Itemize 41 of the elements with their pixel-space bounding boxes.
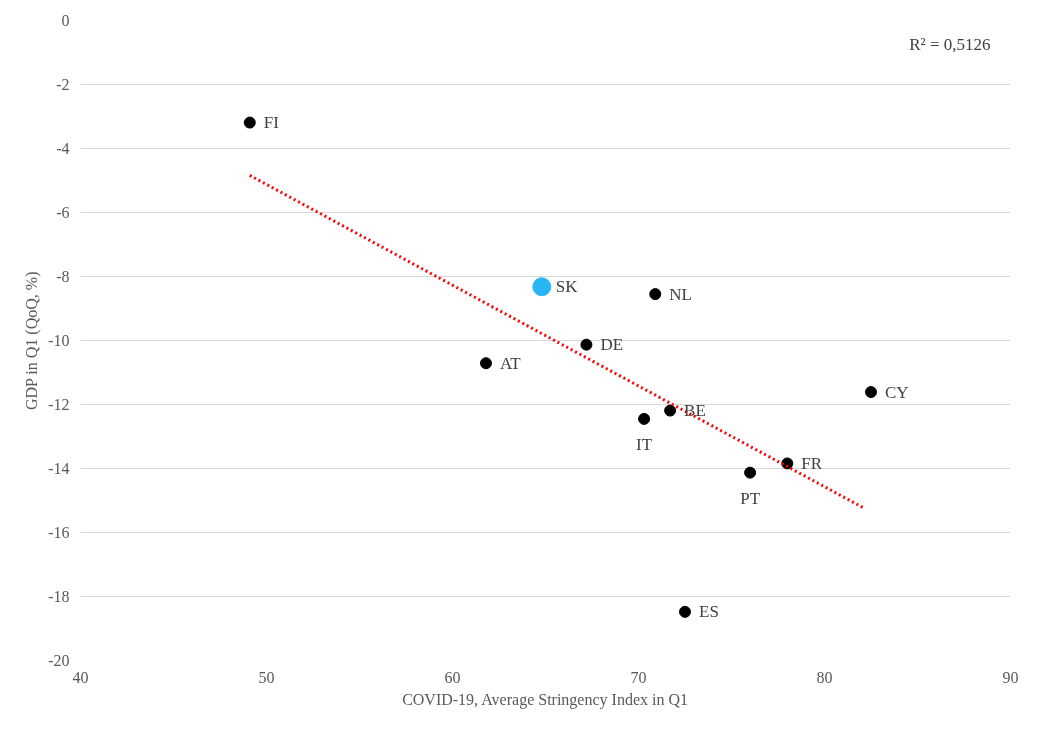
x-tick-label: 80 <box>816 668 833 686</box>
x-axis-title: COVID-19, Average Stringency Index in Q1 <box>402 690 688 709</box>
point <box>649 288 662 301</box>
y-tick-label: -14 <box>48 460 70 477</box>
annotation: IT <box>636 434 653 454</box>
point <box>865 386 877 399</box>
annotation: NL <box>669 284 692 304</box>
x-tick-label: 40 <box>72 668 89 686</box>
point <box>638 412 651 425</box>
x-tick-label: 50 <box>258 668 275 686</box>
point <box>744 466 757 479</box>
point <box>479 357 492 370</box>
y-tick-label: -6 <box>56 204 70 221</box>
point <box>580 338 593 351</box>
annotation: BE <box>684 401 706 421</box>
y-tick-label: -10 <box>48 332 70 349</box>
x-tick-label: 70 <box>630 668 647 686</box>
y-tick-label: -4 <box>56 140 70 157</box>
annotation: FI <box>263 113 280 133</box>
annotation: PT <box>740 488 761 508</box>
annotation: AT <box>499 353 522 373</box>
point <box>679 605 691 618</box>
y-tick-label: -8 <box>56 268 70 285</box>
y-tick-label: -2 <box>56 76 70 93</box>
annotation: ES <box>699 602 719 622</box>
annotation: CY <box>885 382 909 402</box>
annotation: FR <box>801 453 823 473</box>
annotation: R² = 0,5126 <box>909 34 991 54</box>
y-tick-label: 0 <box>61 12 70 29</box>
x-tick-label: 60 <box>444 668 461 686</box>
y-tick-label: -16 <box>48 524 70 541</box>
annotation: DE <box>600 335 624 355</box>
point <box>532 277 552 297</box>
y-axis-title: GDP in Q1 (QoQ, %) <box>23 271 42 411</box>
y-tick-label: -18 <box>48 588 70 605</box>
annotation: SK <box>555 277 579 297</box>
point <box>664 404 677 417</box>
y-tick-label: -12 <box>48 396 70 413</box>
y-tick-label: -20 <box>48 652 70 669</box>
point <box>243 116 256 129</box>
x-tick-label: 90 <box>1002 668 1019 686</box>
